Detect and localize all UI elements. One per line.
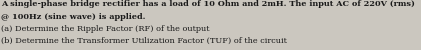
Text: A single-phase bridge rectifier has a load of 10 Ohm and 2mH. The input AC of 22: A single-phase bridge rectifier has a lo… [1,0,415,8]
Text: @ 100Hz (sine wave) is applied.: @ 100Hz (sine wave) is applied. [1,13,145,21]
Text: (b) Determine the Transformer Utilization Factor (TUF) of the circuit: (b) Determine the Transformer Utilizatio… [1,37,287,45]
Text: (a) Determine the Ripple Factor (RF) of the output: (a) Determine the Ripple Factor (RF) of … [1,25,209,33]
